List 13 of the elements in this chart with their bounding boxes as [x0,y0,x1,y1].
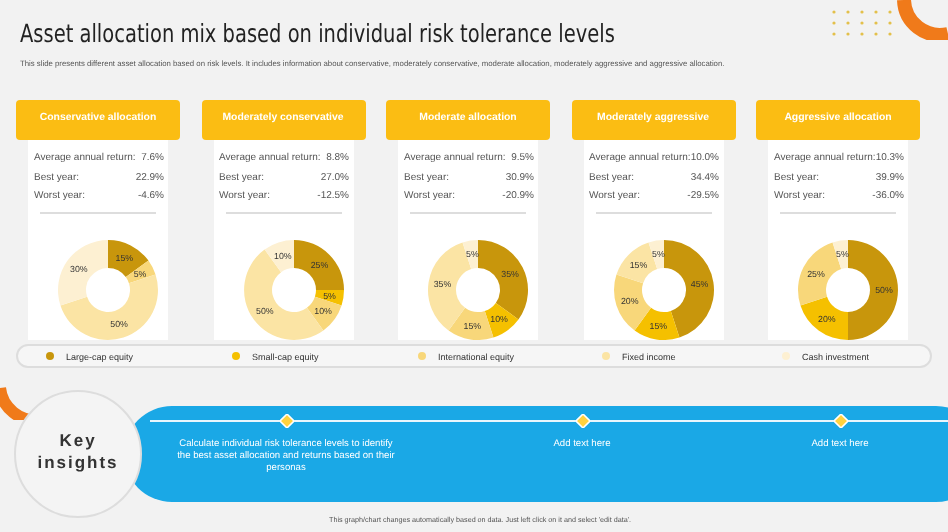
donut-slice [848,240,898,340]
donut-slice [293,240,343,290]
donut-slice [58,240,108,306]
donut-slice [613,274,651,331]
donut-slice [108,240,149,278]
text: Asset allocation mix based on individual risk tolerance levels [20,18,615,48]
donut-slice [663,240,713,338]
text: Key insights [35,430,121,474]
donut-slice [800,296,848,340]
donut-slice [60,274,158,340]
donut-slice [478,240,528,320]
donut-slice [633,307,679,340]
donut-slice [448,307,494,340]
